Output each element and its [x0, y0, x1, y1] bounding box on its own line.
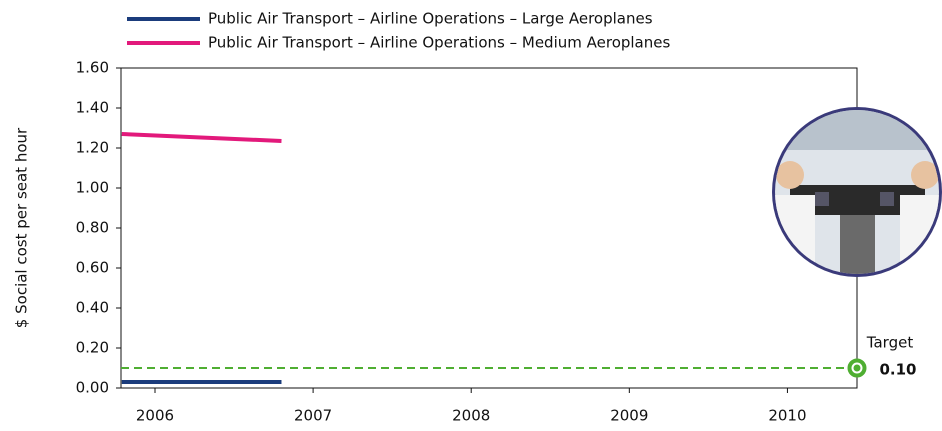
x-tick-label: 2006 — [136, 407, 174, 425]
y-tick-label: 0.60 — [76, 259, 109, 277]
illustration-screen — [880, 192, 894, 206]
legend-label: Public Air Transport – Airline Operation… — [208, 10, 653, 28]
series-line — [121, 132, 282, 143]
y-tick-label: 1.40 — [76, 99, 109, 117]
cockpit-illustration — [772, 107, 942, 277]
y-tick-label: 0.00 — [76, 379, 109, 397]
illustration-window — [775, 110, 939, 150]
y-axis-label: $ Social cost per seat hour — [13, 127, 31, 328]
illustration-pilot — [775, 195, 815, 274]
y-tick-label: 1.20 — [76, 139, 109, 157]
x-tick-label: 2010 — [768, 407, 806, 425]
illustration-pilot — [911, 161, 939, 189]
illustration-console — [840, 215, 875, 274]
legend-label: Public Air Transport – Airline Operation… — [208, 34, 670, 52]
y-tick-label: 0.40 — [76, 299, 109, 317]
y-tick-label: 1.60 — [76, 59, 109, 77]
x-tick-label: 2008 — [452, 407, 490, 425]
illustration-pilot — [776, 161, 804, 189]
plot-frame — [120, 67, 858, 389]
target-label: Target — [866, 334, 914, 352]
target-value-label: 0.10 — [879, 361, 916, 379]
target-icon — [853, 364, 861, 372]
y-tick-label: 0.80 — [76, 219, 109, 237]
illustration-screen — [815, 192, 829, 206]
illustration-pilot — [900, 195, 939, 274]
y-tick-label: 0.20 — [76, 339, 109, 357]
x-tick-label: 2009 — [610, 407, 648, 425]
x-tick-label: 2007 — [294, 407, 332, 425]
y-tick-label: 1.00 — [76, 179, 109, 197]
plot: 0.00 0.20 0.40 0.60 0.80 1.00 1.20 1.40 1.60 2006… — [13, 10, 917, 425]
